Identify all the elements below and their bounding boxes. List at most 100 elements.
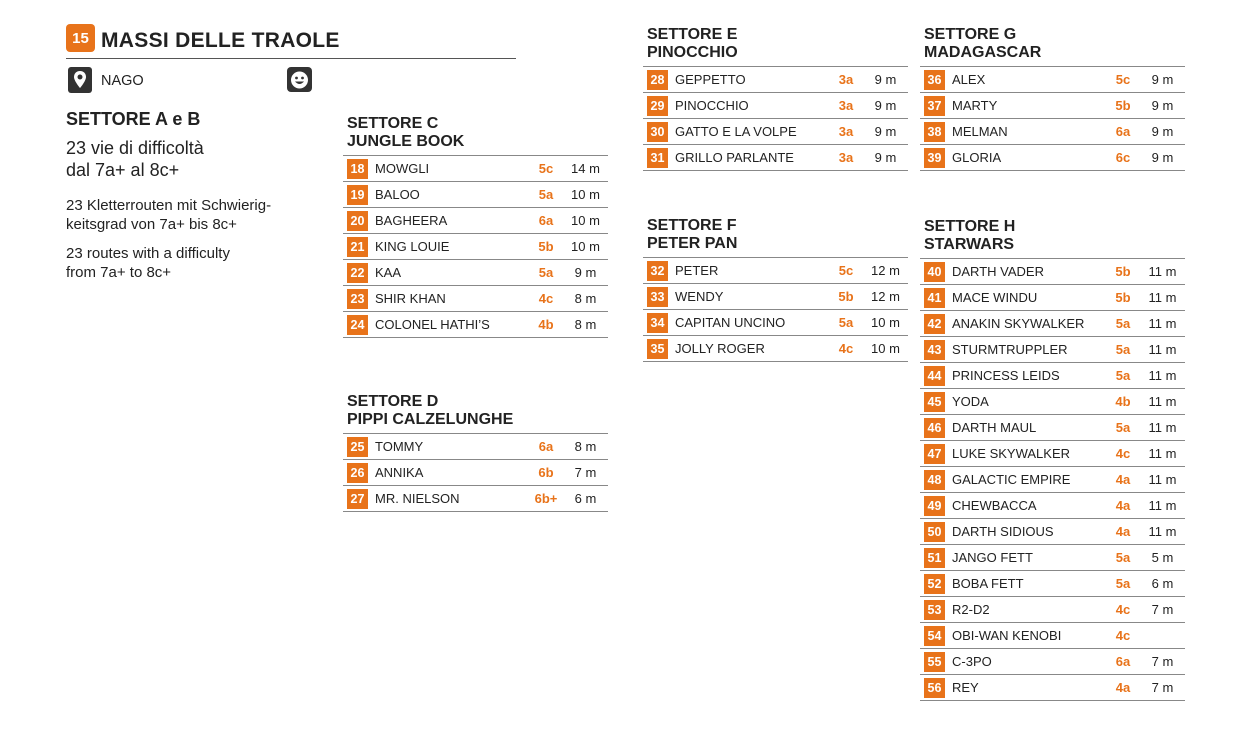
route-length: 9 m — [1151, 72, 1174, 87]
route-row: 28 GEPPETTO 3a 9 m — [643, 67, 908, 93]
route-number-badge: 47 — [924, 443, 945, 464]
route-name: WENDY — [675, 289, 724, 304]
route-row: 23 SHIR KHAN 4c 8 m — [343, 286, 608, 312]
route-row: 41 MACE WINDU 5b 11 m — [920, 285, 1185, 311]
sector-ab-desc-it: 23 vie di difficoltà dal 7a+ al 8c+ — [66, 138, 204, 180]
route-name: GLORIA — [952, 150, 1002, 165]
route-name: PRINCESS LEIDS — [952, 368, 1060, 383]
route-length: 9 m — [1151, 150, 1174, 165]
route-name: DARTH VADER — [952, 264, 1044, 279]
route-grade: 5a — [1115, 316, 1131, 331]
route-name: REY — [952, 680, 979, 695]
route-name: GALACTIC EMPIRE — [952, 472, 1071, 487]
route-grade: 4a — [1115, 680, 1131, 695]
route-grade: 6a — [538, 213, 554, 228]
sector-ab-desc-en: 23 routes with a difficulty from 7a+ to … — [66, 245, 230, 281]
route-length: 6 m — [1151, 576, 1174, 591]
route-name: GRILLO PARLANTE — [675, 150, 794, 165]
route-name: KAA — [375, 265, 402, 280]
route-row: 26 ANNIKA 6b 7 m — [343, 460, 608, 486]
route-row: 44 PRINCESS LEIDS 5a 11 m — [920, 363, 1185, 389]
sector-f: SETTORE F PETER PAN 32 PETER 5c 12 m 33 WENDY 5… — [643, 217, 908, 362]
route-name: MOWGLI — [375, 161, 430, 176]
route-length: 9 m — [874, 72, 897, 87]
route-number-badge: 38 — [924, 121, 945, 142]
route-grade: 5b — [1115, 264, 1131, 279]
route-length: 12 m — [871, 263, 900, 278]
route-length: 14 m — [571, 161, 600, 176]
route-number-badge: 50 — [924, 521, 945, 542]
route-number-badge: 27 — [347, 488, 368, 509]
route-name: MELMAN — [952, 124, 1008, 139]
route-name: BAGHEERA — [375, 213, 448, 228]
area-number-badge: 15 — [66, 24, 95, 52]
route-name: DARTH MAUL — [952, 420, 1037, 435]
route-length: 11 m — [1148, 472, 1177, 487]
route-length: 12 m — [871, 289, 900, 304]
route-number-badge: 55 — [924, 651, 945, 672]
route-length: 11 m — [1148, 446, 1177, 461]
route-length: 7 m — [1151, 602, 1174, 617]
route-length: 9 m — [874, 124, 897, 139]
route-name: MACE WINDU — [952, 290, 1038, 305]
route-name: ANNIKA — [375, 465, 424, 480]
route-name: C-3PO — [952, 654, 992, 669]
route-row: 37 MARTY 5b 9 m — [920, 93, 1185, 119]
route-number-badge: 31 — [647, 147, 668, 168]
route-grade: 3a — [838, 150, 854, 165]
sector-title: SETTORE D PIPPI CALZELUNGHE — [347, 393, 514, 428]
route-length: 11 m — [1148, 524, 1177, 539]
route-length: 11 m — [1148, 290, 1177, 305]
route-number-badge: 43 — [924, 339, 945, 360]
route-grade: 3a — [838, 124, 854, 139]
route-length: 8 m — [574, 439, 597, 454]
route-length: 8 m — [574, 317, 597, 332]
route-number-badge: 51 — [924, 547, 945, 568]
route-number-badge: 24 — [347, 314, 368, 335]
route-name: JANGO FETT — [952, 550, 1033, 565]
route-name: PINOCCHIO — [675, 98, 749, 113]
route-row: 27 MR. NIELSON 6b+ 6 m — [343, 486, 608, 512]
route-name: JOLLY ROGER — [675, 341, 765, 356]
route-length: 11 m — [1148, 394, 1177, 409]
route-row: 38 MELMAN 6a 9 m — [920, 119, 1185, 145]
route-name: BOBA FETT — [952, 576, 1024, 591]
route-grade: 4b — [538, 317, 554, 332]
route-number-badge: 19 — [347, 184, 368, 205]
route-grade: 5b — [1115, 290, 1131, 305]
route-name: OBI-WAN KENOBI — [952, 628, 1062, 643]
route-name: MR. NIELSON — [375, 491, 460, 506]
route-length: 9 m — [1151, 98, 1174, 113]
route-row: 53 R2-D2 4c 7 m — [920, 597, 1185, 623]
route-grade: 6a — [1115, 124, 1131, 139]
route-grade: 4c — [1115, 628, 1131, 643]
sector-e: SETTORE E PINOCCHIO 28 GEPPETTO 3a 9 m 29 PINO… — [643, 26, 908, 171]
route-length: 11 m — [1148, 342, 1177, 357]
route-name: PETER — [675, 263, 719, 278]
route-number-badge: 37 — [924, 95, 945, 116]
route-number-badge: 30 — [647, 121, 668, 142]
route-number-badge: 52 — [924, 573, 945, 594]
route-grade: 5b — [1115, 98, 1131, 113]
route-grade: 5c — [838, 263, 854, 278]
route-name: R2-D2 — [952, 602, 990, 617]
sector-g: SETTORE G MADAGASCAR 36 ALEX 5c 9 m 37 MARTY 5b… — [920, 26, 1185, 171]
smiley-icon — [287, 67, 312, 92]
route-length: 7 m — [574, 465, 597, 480]
route-length: 7 m — [1151, 680, 1174, 695]
route-number-badge: 39 — [924, 147, 945, 168]
route-list: 40 DARTH VADER 5b 11 m 41 MACE WINDU 5b 11 m 42 A… — [920, 258, 1185, 701]
route-length: 11 m — [1148, 316, 1177, 331]
route-name: ANAKIN SKYWALKER — [952, 316, 1085, 331]
route-number-badge: 22 — [347, 262, 368, 283]
route-grade: 6b — [538, 465, 554, 480]
map-pin-icon — [68, 67, 92, 93]
route-number-badge: 48 — [924, 469, 945, 490]
route-row: 39 GLORIA 6c 9 m — [920, 145, 1185, 171]
sector-h: SETTORE H STARWARS 40 DARTH VADER 5b 11 m 41 M… — [920, 218, 1185, 701]
route-number-badge: 25 — [347, 436, 368, 457]
route-name: GATTO E LA VOLPE — [675, 124, 797, 139]
route-grade: 6c — [1115, 150, 1131, 165]
route-list: 18 MOWGLI 5c 14 m 19 BALOO 5a 10 m 20 BAGHEERA 6a 1… — [343, 155, 608, 338]
sector-title: SETTORE E PINOCCHIO — [647, 26, 738, 61]
